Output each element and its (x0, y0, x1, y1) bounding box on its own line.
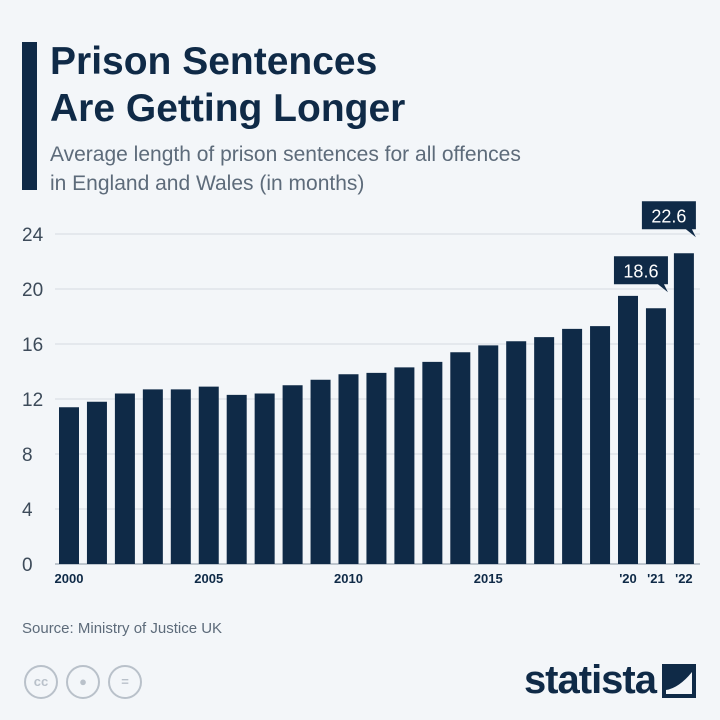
bar-2019 (590, 326, 611, 564)
bar-2008 (282, 385, 303, 564)
bar-2000 (59, 407, 79, 564)
bar-2006 (226, 394, 247, 564)
subtitle-line-1: Average length of prison sentences for a… (50, 143, 521, 166)
bar-2015 (478, 345, 499, 564)
bar-2010 (338, 374, 359, 564)
y-tick-label: 20 (22, 280, 43, 301)
bar-2012 (394, 367, 415, 564)
data-label: 22.6 (651, 206, 686, 226)
bar-2003 (142, 389, 163, 564)
bar-2016 (506, 341, 527, 564)
bar-2011 (366, 372, 387, 564)
x-tick-label: '22 (675, 571, 693, 586)
data-label-callout (613, 256, 668, 293)
title-accent-bar (22, 42, 37, 190)
brand-name: statista (523, 658, 657, 702)
bar-2007 (254, 393, 275, 564)
bar-2005 (198, 386, 219, 564)
y-tick-label: 12 (22, 390, 43, 411)
bar-2013 (422, 361, 443, 564)
x-tick-label: '21 (647, 571, 665, 586)
subtitle: Average length of prison sentences for a… (50, 140, 670, 198)
y-tick-label: 8 (22, 445, 33, 466)
x-tick-label: '20 (619, 571, 637, 586)
no-derivatives-icon[interactable]: = (108, 665, 142, 699)
title-line-2: Are Getting Longer (50, 87, 406, 130)
bar-2001 (86, 401, 107, 564)
data-label: 18.6 (623, 261, 658, 281)
y-tick-label: 24 (22, 225, 44, 246)
y-tick-label: 4 (22, 500, 33, 521)
bar-2017 (534, 337, 555, 564)
subtitle-line-2: in England and Wales (in months) (50, 172, 365, 195)
bar-2002 (114, 393, 135, 564)
x-tick-label: 2000 (55, 571, 84, 586)
statista-logo-icon (662, 663, 696, 698)
x-tick-label: 2015 (474, 571, 503, 586)
title-line-1: Prison Sentences (50, 40, 378, 83)
bar-2014 (450, 352, 471, 564)
y-tick-label: 0 (22, 555, 33, 576)
bar-2022 (673, 253, 694, 564)
y-tick-label: 16 (22, 335, 43, 356)
data-label-callout (641, 201, 696, 238)
page-title: Prison Sentences Are Getting Longer (50, 38, 405, 132)
attribution-icon[interactable]: ● (66, 665, 100, 699)
bar-2021 (645, 308, 666, 564)
bar-2018 (562, 328, 583, 564)
bar-2009 (310, 379, 331, 564)
bar-2004 (170, 389, 191, 564)
cc-icon[interactable]: cc (24, 665, 58, 699)
statista-logo[interactable]: statista (524, 658, 696, 703)
x-tick-label: 2005 (194, 571, 223, 586)
x-tick-label: 2010 (334, 571, 363, 586)
source-note: Source: Ministry of Justice UK (22, 620, 223, 637)
bar-2020 (618, 295, 638, 564)
